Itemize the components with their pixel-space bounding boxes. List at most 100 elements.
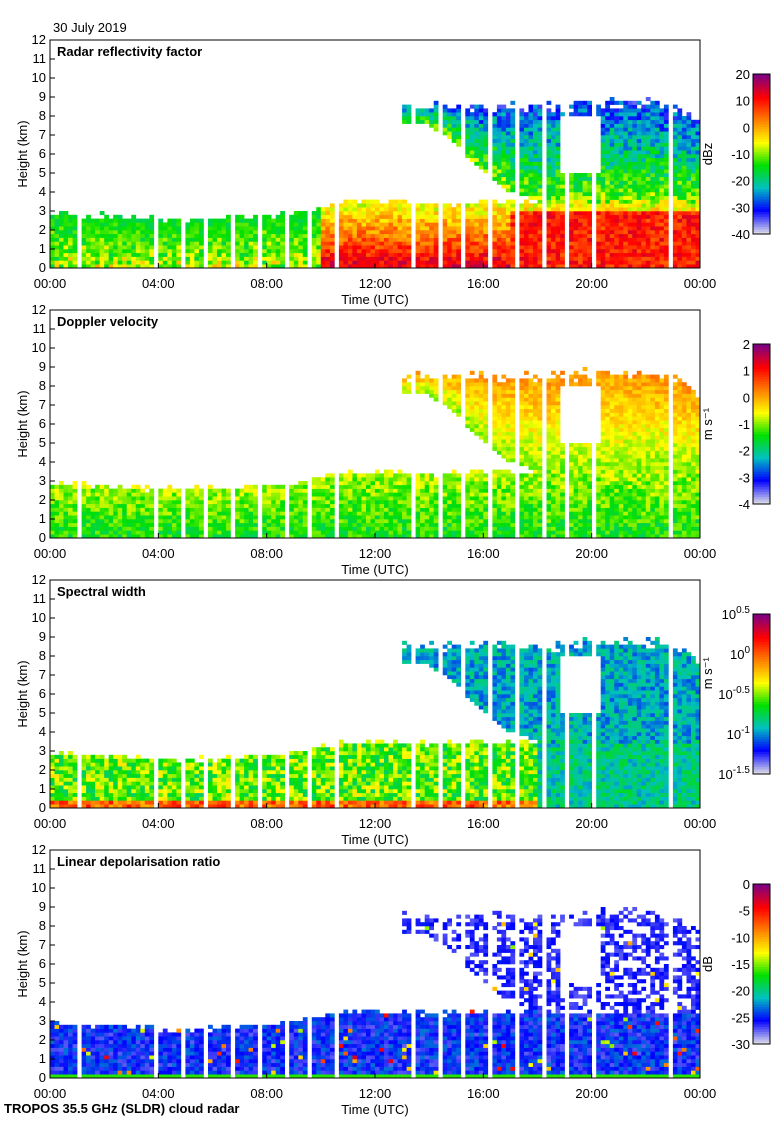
heatmap-cell [316,496,321,500]
heatmap-cell [556,215,561,219]
heatmap-cell [375,203,380,207]
heatmap-cell [253,249,258,253]
heatmap-cell [312,504,317,508]
heatmap-cell [614,260,619,264]
heatmap-cell [321,511,326,515]
heatmap-cell [673,230,678,234]
heatmap-cell [506,386,511,390]
heatmap-cell [497,207,502,211]
heatmap-cell [330,257,335,261]
heatmap-cell [637,169,642,173]
heatmap-cell [519,386,524,390]
heatmap-cell [646,120,651,124]
heatmap-cell [632,253,637,257]
heatmap-cell [109,496,114,500]
heatmap-cell [452,222,457,226]
heatmap-cell [425,253,430,257]
heatmap-cell [249,249,254,253]
heatmap-cell [447,386,452,390]
heatmap-cell [533,527,538,531]
heatmap-cell [140,511,145,515]
heatmap-cell [610,211,615,215]
heatmap-cell [244,238,249,242]
heatmap-cell [100,260,105,264]
heatmap-cell [100,234,105,238]
heatmap-cell [298,215,303,219]
heatmap-cell [583,196,588,200]
y-tick-label: 2 [39,222,46,237]
heatmap-cell [109,253,114,257]
heatmap-cell [664,127,669,131]
heatmap-cell [637,188,642,192]
heatmap-cell [632,196,637,200]
heatmap-cell [659,181,664,185]
heatmap-cell [145,492,150,496]
heatmap-cell [73,511,78,515]
heatmap-cell [497,230,502,234]
heatmap-cell [578,203,583,207]
heatmap-cell [352,245,357,249]
heatmap-cell [677,226,682,230]
heatmap-cell [380,473,385,477]
heatmap-cell [610,177,615,181]
heatmap-cell [673,207,678,211]
heatmap-cell [619,101,624,105]
heatmap-cell [479,108,484,112]
heatmap-cell [492,127,497,131]
heatmap-cell [407,219,412,223]
heatmap-cell [82,222,87,226]
heatmap-cell [362,241,367,245]
heatmap-cell [109,226,114,230]
heatmap-cell [483,219,488,223]
heatmap-cell [547,226,552,230]
heatmap-cell [95,238,100,242]
heatmap-cell [470,405,475,409]
heatmap-cell [55,234,60,238]
heatmap-cell [510,489,515,493]
heatmap-cell [95,485,100,489]
heatmap-cell [82,241,87,245]
heatmap-cell [59,230,64,234]
heatmap-cell [524,447,529,451]
heatmap-cell [452,492,457,496]
heatmap-cell [366,211,371,215]
heatmap-cell [145,530,150,534]
heatmap-cell [375,519,380,523]
heatmap-cell [167,496,172,500]
heatmap-cell [145,500,150,504]
heatmap-cell [483,150,488,154]
heatmap-cell [59,257,64,261]
heatmap-cell [524,150,529,154]
heatmap-cell [55,500,60,504]
heatmap-cell [420,496,425,500]
heatmap-cell [646,234,651,238]
heatmap-cell [362,504,367,508]
heatmap-cell [55,241,60,245]
heatmap-cell [407,382,412,386]
heatmap-cell [185,241,190,245]
heatmap-cell [393,222,398,226]
heatmap-cell [465,420,470,424]
heatmap-cell [614,162,619,166]
heatmap-cell [371,211,376,215]
heatmap-cell [501,146,506,150]
heatmap-cell [623,120,628,124]
heatmap-cell [294,238,299,242]
heatmap-cell [556,112,561,116]
heatmap-cell [312,515,317,519]
heatmap-cell [64,219,69,223]
heatmap-cell [533,466,538,470]
heatmap-cell [316,222,321,226]
heatmap-cell [131,492,136,496]
heatmap-cell [619,260,624,264]
heatmap-cell [109,222,114,226]
heatmap-cell [127,222,132,226]
heatmap-cell [325,477,330,481]
heatmap-cell [483,200,488,204]
heatmap-cell [619,200,624,204]
colorbar-swatch [753,187,770,190]
heatmap-cell [465,523,470,527]
heatmap-cell [623,112,628,116]
heatmap-cell [298,245,303,249]
heatmap-cell [267,527,272,531]
